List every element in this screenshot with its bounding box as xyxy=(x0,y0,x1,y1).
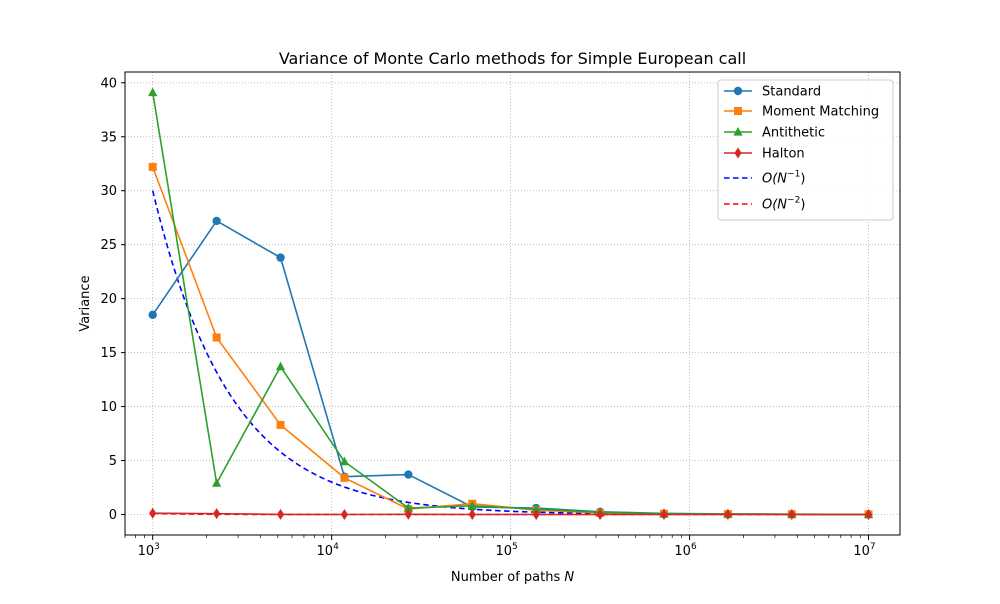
data-point xyxy=(403,503,413,512)
data-point xyxy=(531,504,541,513)
y-tick-label: 30 xyxy=(100,184,117,199)
legend-item: O(N−2) xyxy=(724,196,805,213)
legend-marker xyxy=(733,127,743,136)
data-point xyxy=(788,508,796,520)
data-point xyxy=(149,507,157,519)
legend-item: Standard xyxy=(724,85,821,100)
data-point xyxy=(660,508,668,520)
data-point xyxy=(404,508,412,520)
legend-item: O(N−1) xyxy=(724,170,805,187)
axis-layer: 0 5 10 15 20 25 30 35 40 103 104 105 106 107 xyxy=(100,76,875,559)
y-tick-label: 0 xyxy=(109,508,117,523)
x-axis-label-text: Number of paths xyxy=(451,570,564,585)
x-tick-label: 107 xyxy=(853,542,875,559)
data-point xyxy=(339,456,350,466)
chart-title: Variance of Monte Carlo methods for Simp… xyxy=(279,49,746,68)
data-point xyxy=(212,216,221,226)
data-point xyxy=(864,508,873,520)
y-tick-label: 5 xyxy=(109,454,117,469)
data-point xyxy=(404,470,413,479)
x-axis-label: Number of paths N xyxy=(451,570,574,585)
data-point xyxy=(532,508,540,520)
legend-item: Halton xyxy=(724,147,805,162)
data-point xyxy=(340,508,349,520)
data-point xyxy=(276,508,285,520)
data-point xyxy=(468,508,476,520)
data-point xyxy=(276,420,285,429)
series-halton xyxy=(149,507,873,520)
data-point xyxy=(340,473,349,482)
data-point xyxy=(212,333,221,342)
grid-layer xyxy=(125,72,900,535)
y-tick-label: 15 xyxy=(100,346,117,361)
legend-marker xyxy=(733,86,743,96)
y-tick-label: 25 xyxy=(100,238,117,253)
data-point xyxy=(467,500,477,510)
legend-label: O(N−2) xyxy=(762,196,805,213)
x-tick-label: 106 xyxy=(674,542,697,559)
data-point xyxy=(275,361,286,371)
x-axis-label-variable: N xyxy=(564,570,574,585)
data-point xyxy=(148,87,158,97)
y-tick-label: 10 xyxy=(100,400,117,415)
data-point xyxy=(596,508,604,520)
series-layer xyxy=(148,87,874,520)
data-point xyxy=(148,162,157,171)
legend-marker xyxy=(734,107,742,115)
y-tick-label: 40 xyxy=(100,76,117,91)
legend-label: O(N−1) xyxy=(762,170,805,187)
legend-label: Moment Matching xyxy=(762,105,879,120)
legend-item: Moment Matching xyxy=(724,105,879,120)
legend-item: Antithetic xyxy=(724,126,825,141)
y-tick-label: 20 xyxy=(100,292,117,307)
legend-label: Halton xyxy=(762,147,805,162)
legend-label: Standard xyxy=(762,85,821,100)
x-tick-label: 105 xyxy=(495,542,517,559)
plot-frame xyxy=(124,71,901,536)
series-line xyxy=(152,512,869,516)
x-tick-label: 103 xyxy=(138,542,160,559)
legend: Standard Moment Matching Antithetic Halton O… xyxy=(717,79,894,221)
legend-label: Antithetic xyxy=(762,126,825,141)
data-point xyxy=(213,508,221,520)
data-point xyxy=(276,253,285,262)
data-point xyxy=(148,310,157,320)
data-point xyxy=(724,508,732,520)
data-point xyxy=(212,478,222,487)
legend-marker xyxy=(734,147,742,159)
x-tick-label: 104 xyxy=(317,542,340,559)
y-axis-label: Variance xyxy=(78,275,93,331)
legend-box xyxy=(717,79,894,221)
y-tick-label: 35 xyxy=(100,130,117,145)
